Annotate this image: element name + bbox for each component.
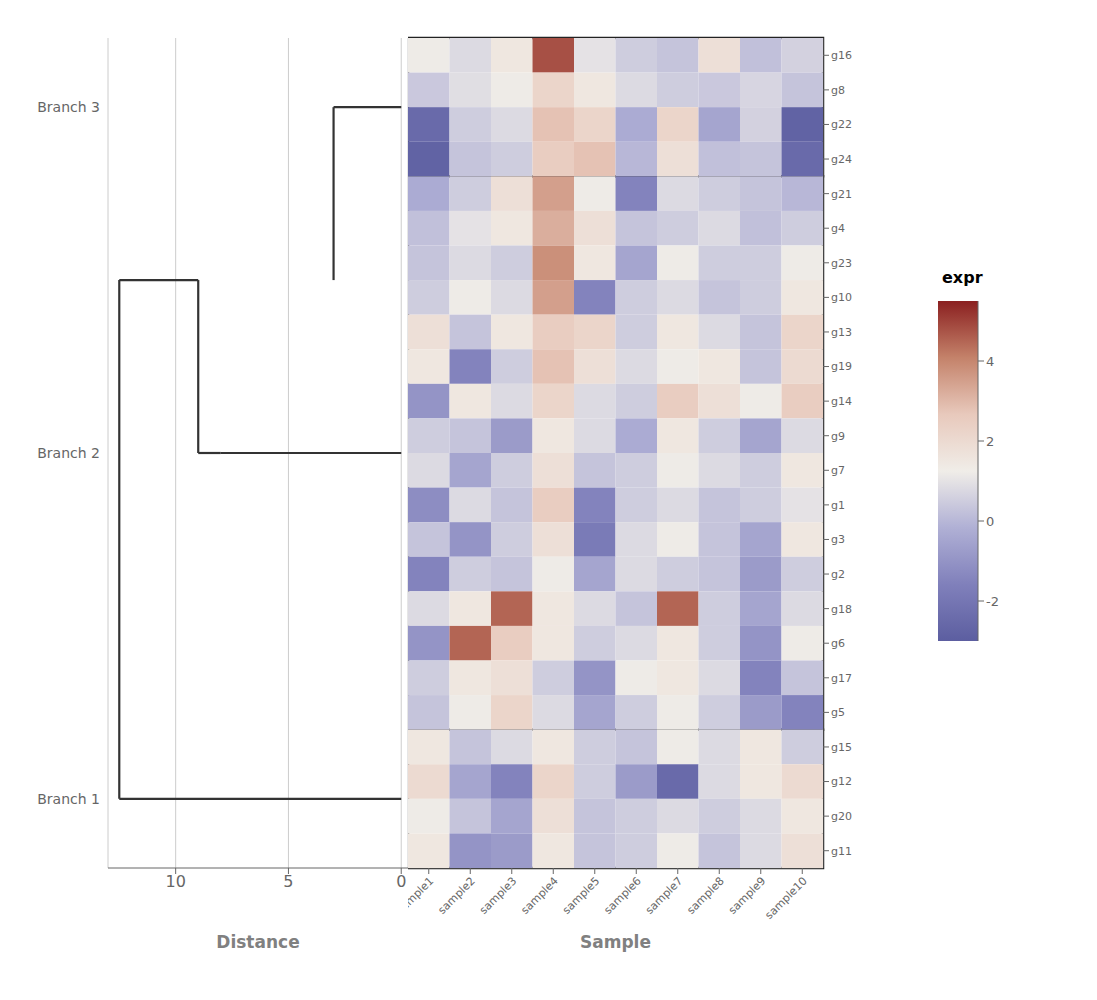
svg-text:5: 5 xyxy=(283,872,293,891)
svg-text:Branch 3: Branch 3 xyxy=(37,99,100,115)
svg-text:sample7: sample7 xyxy=(643,874,685,916)
svg-text:g16: g16 xyxy=(831,49,852,62)
svg-text:sample10: sample10 xyxy=(763,874,810,921)
svg-text:g24: g24 xyxy=(831,153,852,166)
svg-text:sample9: sample9 xyxy=(726,874,768,916)
svg-text:g5: g5 xyxy=(831,706,845,719)
svg-text:sample8: sample8 xyxy=(684,874,726,916)
svg-text:4: 4 xyxy=(986,354,994,369)
svg-text:g17: g17 xyxy=(831,672,852,685)
svg-text:g13: g13 xyxy=(831,326,852,339)
svg-text:g20: g20 xyxy=(831,810,852,823)
svg-text:g22: g22 xyxy=(831,118,852,131)
svg-text:10: 10 xyxy=(165,872,185,891)
svg-text:Branch 2: Branch 2 xyxy=(37,445,100,461)
svg-text:sample6: sample6 xyxy=(601,874,643,916)
svg-text:Branch 1: Branch 1 xyxy=(37,791,100,807)
svg-text:g11: g11 xyxy=(831,845,852,858)
svg-text:0: 0 xyxy=(986,514,994,529)
svg-text:-2: -2 xyxy=(986,594,999,609)
svg-text:g12: g12 xyxy=(831,775,852,788)
svg-text:0: 0 xyxy=(396,872,406,891)
svg-text:g7: g7 xyxy=(831,464,845,477)
svg-text:g1: g1 xyxy=(831,499,845,512)
svg-text:g3: g3 xyxy=(831,533,845,546)
svg-text:sample4: sample4 xyxy=(518,874,560,916)
svg-text:g2: g2 xyxy=(831,568,845,581)
svg-text:sample1: sample1 xyxy=(408,874,436,916)
svg-text:g8: g8 xyxy=(831,84,845,97)
svg-text:sample2: sample2 xyxy=(435,874,477,916)
svg-text:g18: g18 xyxy=(831,603,852,616)
svg-text:g15: g15 xyxy=(831,741,852,754)
svg-text:g10: g10 xyxy=(831,291,852,304)
html-text:expr: expr xyxy=(942,268,983,287)
svg-text:Sample: Sample xyxy=(580,932,651,952)
svg-text:g6: g6 xyxy=(831,637,845,650)
svg-text:Distance: Distance xyxy=(216,932,299,952)
svg-text:g21: g21 xyxy=(831,188,852,201)
svg-text:g23: g23 xyxy=(831,257,852,270)
svg-text:g14: g14 xyxy=(831,395,852,408)
svg-text:g9: g9 xyxy=(831,430,845,443)
svg-text:g19: g19 xyxy=(831,360,852,373)
svg-text:2: 2 xyxy=(986,434,994,449)
svg-text:sample5: sample5 xyxy=(560,874,602,916)
svg-text:g4: g4 xyxy=(831,222,845,235)
svg-text:sample3: sample3 xyxy=(477,874,519,916)
